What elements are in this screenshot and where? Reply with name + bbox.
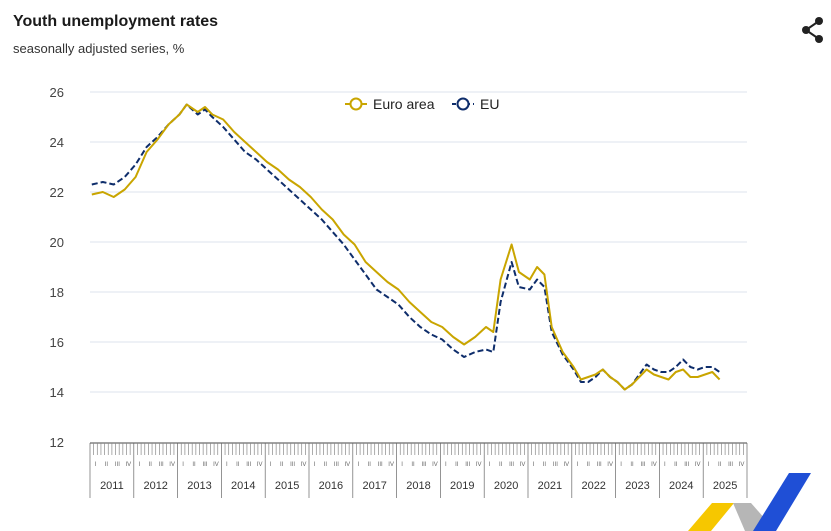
quarter-label: II [455,462,459,468]
y-tick-label: 26 [50,85,64,100]
quarter-label: IV [213,462,219,468]
quarter-label: IV [739,462,745,468]
quarter-label: III [597,462,602,468]
quarter-label: III [465,462,470,468]
quarter-label: III [509,462,514,468]
quarter-label: II [324,462,328,468]
quarter-label: III [728,462,733,468]
y-tick-label: 12 [50,435,64,450]
legend-label-eu: EU [480,96,499,112]
quarter-label: III [378,462,383,468]
legend-item-eu[interactable]: EU [452,96,499,112]
quarter-label: I [95,462,97,468]
quarter-label: IV [607,462,613,468]
year-label: 2016 [319,480,343,492]
series-line-eu [91,103,721,391]
legend-item-euro-area[interactable]: Euro area [345,96,435,112]
quarter-label: II [236,462,240,468]
year-label: 2024 [669,480,693,492]
y-tick-label: 18 [50,285,64,300]
y-tick-label: 14 [50,385,64,400]
quarter-label: I [576,462,578,468]
y-axis: 12 14 16 18 20 22 24 26 [50,85,64,450]
series-line-euro-area [91,103,721,391]
year-label: 2014 [231,480,255,492]
quarter-label: III [202,462,207,468]
year-label: 2025 [713,480,737,492]
quarter-label: I [226,462,228,468]
quarter-label: III [684,462,689,468]
legend-label-euro-area: Euro area [373,96,435,112]
quarter-label: I [357,462,359,468]
quarter-label: III [290,462,295,468]
year-label: 2011 [100,480,124,492]
quarter-label: IV [125,462,131,468]
quarter-label: II [149,462,153,468]
quarter-label: II [368,462,372,468]
quarter-label: I [620,462,622,468]
quarter-label: III [334,462,339,468]
quarter-label: II [543,462,547,468]
quarter-label: IV [388,462,394,468]
series-lines [91,103,721,391]
quarter-label: I [138,462,140,468]
quarter-label: IV [563,462,569,468]
quarter-label: II [192,462,196,468]
year-label: 2018 [406,480,430,492]
year-label: 2015 [275,480,299,492]
chart-subtitle: seasonally adjusted series, % [13,41,185,56]
year-label: 2023 [625,480,649,492]
quarter-label: II [718,462,722,468]
grid-lines [90,91,747,393]
share-icon[interactable] [800,16,826,44]
year-label: 2013 [187,480,211,492]
quarter-label: I [270,462,272,468]
quarter-label: II [587,462,591,468]
year-label: 2017 [362,480,386,492]
y-tick-label: 24 [50,135,64,150]
quarter-label: II [105,462,109,468]
quarter-label: II [630,462,634,468]
quarter-label: IV [344,462,350,468]
year-label: 2019 [450,480,474,492]
y-tick-label: 22 [50,185,64,200]
year-label: 2020 [494,480,518,492]
quarter-label: I [314,462,316,468]
quarter-label: I [445,462,447,468]
quarter-label: IV [695,462,701,468]
quarter-label: IV [169,462,175,468]
year-label: 2021 [538,480,562,492]
quarter-label: I [664,462,666,468]
quarter-label: IV [301,462,307,468]
quarter-label: I [533,462,535,468]
quarter-label: II [499,462,503,468]
quarter-label: III [246,462,251,468]
quarter-label: III [421,462,426,468]
quarter-label: II [674,462,678,468]
quarter-label: I [708,462,710,468]
y-tick-label: 20 [50,235,64,250]
quarter-label: III [640,462,645,468]
quarter-label: II [411,462,415,468]
quarter-label: III [115,462,120,468]
year-label: 2012 [143,480,167,492]
quarter-label: IV [476,462,482,468]
quarter-label: IV [520,462,526,468]
quarter-label: II [280,462,284,468]
quarter-label: I [489,462,491,468]
quarter-label: I [401,462,403,468]
year-label: 2022 [581,480,605,492]
quarter-label: I [182,462,184,468]
legend[interactable]: Euro area EU [345,96,499,112]
quarter-label: IV [432,462,438,468]
chart-title: Youth unemployment rates [13,13,219,30]
quarter-label: III [159,462,164,468]
y-tick-label: 16 [50,335,64,350]
quarter-label: IV [257,462,263,468]
quarter-label: IV [651,462,657,468]
quarter-label: III [553,462,558,468]
